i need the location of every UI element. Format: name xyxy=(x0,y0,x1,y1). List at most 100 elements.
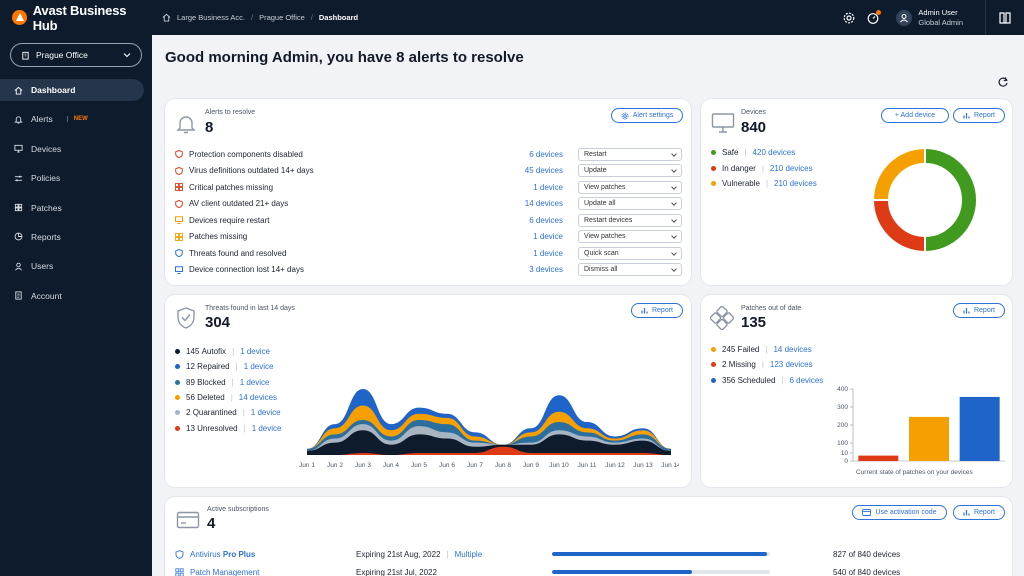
legend-devices-link[interactable]: 6 devices xyxy=(789,375,824,385)
x-tick-label: Jun 9 xyxy=(523,462,539,469)
legend-dot xyxy=(711,362,716,368)
alert-action-dropdown[interactable]: View patches xyxy=(578,230,682,244)
legend-devices-link[interactable]: 1 device xyxy=(250,408,281,418)
breadcrumb-item[interactable]: Large Business Acc. xyxy=(177,13,245,22)
donut-slice-safe[interactable] xyxy=(924,149,976,251)
patches-legend-item: 2 Missing | 123 devices xyxy=(711,360,813,369)
legend-devices-link[interactable]: 420 devices xyxy=(752,148,796,157)
alert-action-dropdown[interactable]: Restart xyxy=(578,147,682,161)
legend-label: Repaired xyxy=(197,362,230,372)
alert-device-count-link[interactable]: 3 devices xyxy=(529,265,563,275)
subscriptions-report-button[interactable]: Report xyxy=(953,505,1005,520)
x-tick-label: Jun 7 xyxy=(467,462,483,469)
legend-count: 2 xyxy=(722,360,727,370)
alert-device-count-link[interactable]: 45 devices xyxy=(524,166,563,176)
alert-row: Patches missing 1 device View patches xyxy=(175,229,682,246)
area-series-unresolved xyxy=(307,446,671,455)
legend-devices-link[interactable]: 1 device xyxy=(240,347,270,356)
bar-failed[interactable] xyxy=(909,416,949,461)
shield-alert-icon xyxy=(175,166,183,175)
multiple-link[interactable]: Multiple xyxy=(454,549,483,559)
activation-code-button[interactable]: Use activation code xyxy=(852,505,947,520)
legend-devices-link[interactable]: 210 devices xyxy=(774,179,817,188)
avast-logo-icon xyxy=(12,10,27,25)
settings-gear-icon[interactable] xyxy=(842,11,856,25)
threats-report-button[interactable]: Report xyxy=(631,303,683,318)
alert-text: Protection components disabled xyxy=(189,149,303,159)
legend-dot xyxy=(175,425,180,431)
alert-action-dropdown[interactable]: Dismiss all xyxy=(578,263,682,277)
legend-devices-link[interactable]: 123 devices xyxy=(769,360,813,370)
threats-legend-item: 2 Quarantined | 1 device xyxy=(175,408,281,417)
bar-missing[interactable] xyxy=(858,455,899,461)
notifications-icon[interactable] xyxy=(866,9,882,25)
alert-device-count-link[interactable]: 1 device xyxy=(533,232,563,242)
subscription-usage-fill xyxy=(552,552,767,556)
legend-count: 145 xyxy=(186,347,200,356)
devices-count: 840 xyxy=(741,119,767,136)
sidebar-item-reports[interactable]: Reports xyxy=(0,226,144,248)
add-device-button[interactable]: + Add device xyxy=(881,108,949,123)
legend-devices-link[interactable]: 1 device xyxy=(239,377,270,387)
user-menu[interactable]: Admin User Global Admin xyxy=(896,8,963,28)
subscription-usage-bar xyxy=(552,552,770,556)
user-icon xyxy=(14,262,23,271)
sidebar-item-devices[interactable]: Devices xyxy=(0,138,144,160)
sidebar-item-account[interactable]: Account xyxy=(0,285,144,307)
building-icon xyxy=(22,51,29,60)
donut-slice-vulnerable[interactable] xyxy=(874,149,926,201)
sidebar-item-dashboard[interactable]: Dashboard xyxy=(0,79,144,101)
alert-device-count-link[interactable]: 1 device xyxy=(533,182,563,192)
bar-scheduled[interactable] xyxy=(959,396,1000,461)
legend-devices-link[interactable]: 14 devices xyxy=(238,392,278,402)
legend-label: Unresolved xyxy=(197,423,238,433)
card-label: Patches out of date xyxy=(741,305,802,312)
shield-alert-icon xyxy=(175,199,183,208)
subscription-name-link[interactable]: Patch Management xyxy=(190,567,260,576)
alert-action-dropdown[interactable]: Update xyxy=(578,164,682,178)
alert-device-count-link[interactable]: 1 device xyxy=(533,248,563,258)
legend-count: 89 xyxy=(186,377,195,387)
alert-settings-button[interactable]: Alert settings xyxy=(611,108,683,123)
card-label: Alerts to resolve xyxy=(205,109,256,116)
alert-device-count-link[interactable]: 6 devices xyxy=(529,149,563,159)
devices-card: Devices 840 + Add device Report Safe | 4… xyxy=(701,99,1012,285)
refresh-icon[interactable] xyxy=(997,76,1009,88)
alert-text: Device connection lost 14+ days xyxy=(189,265,304,275)
alert-device-count-link[interactable]: 6 devices xyxy=(529,215,563,225)
devices-legend-item: In danger | 210 devices xyxy=(711,164,813,173)
devices-legend-item: Safe | 420 devices xyxy=(711,148,795,157)
legend-devices-link[interactable]: 14 devices xyxy=(773,345,812,354)
alert-action-dropdown[interactable]: View patches xyxy=(578,180,682,194)
breadcrumb-item[interactable]: Prague Office xyxy=(259,13,305,22)
home-icon[interactable] xyxy=(162,13,171,22)
brand[interactable]: Avast Business Hub xyxy=(0,3,152,33)
legend-label: In danger xyxy=(722,163,756,173)
alert-action-dropdown[interactable]: Restart devices xyxy=(578,213,682,227)
alert-action-dropdown[interactable]: Update all xyxy=(578,197,682,211)
subscription-name-link[interactable]: Antivirus Pro Plus xyxy=(190,549,256,559)
devices-report-button[interactable]: Report xyxy=(953,108,1005,123)
legend-devices-link[interactable]: 1 device xyxy=(251,423,282,433)
patches-legend-item: 245 Failed | 14 devices xyxy=(711,345,812,354)
sidebar-item-policies[interactable]: Policies xyxy=(0,167,144,189)
chevron-down-icon xyxy=(123,53,131,58)
legend-devices-link[interactable]: 1 device xyxy=(243,362,274,372)
x-tick-label: Jun 5 xyxy=(411,462,427,469)
legend-label: Vulnerable xyxy=(722,179,760,188)
gear-icon xyxy=(621,112,629,119)
legend-devices-link[interactable]: 210 devices xyxy=(769,163,813,173)
sidebar-item-label: Patches xyxy=(31,202,62,213)
site-selector[interactable]: Prague Office xyxy=(10,43,142,67)
y-tick-label: 300 xyxy=(837,404,848,411)
sidebar-item-alerts[interactable]: Alerts NEW xyxy=(0,108,144,130)
donut-slice-in-danger[interactable] xyxy=(874,199,926,251)
alert-action-dropdown[interactable]: Quick scan xyxy=(578,246,682,260)
sidebar-item-patches[interactable]: Patches xyxy=(0,197,144,219)
sidebar-item-users[interactable]: Users xyxy=(0,255,144,277)
patches-report-button[interactable]: Report xyxy=(953,303,1005,318)
card-icon xyxy=(862,509,872,516)
avatar xyxy=(896,9,913,26)
alert-device-count-link[interactable]: 14 devices xyxy=(524,199,563,209)
help-book-icon[interactable] xyxy=(998,11,1012,25)
